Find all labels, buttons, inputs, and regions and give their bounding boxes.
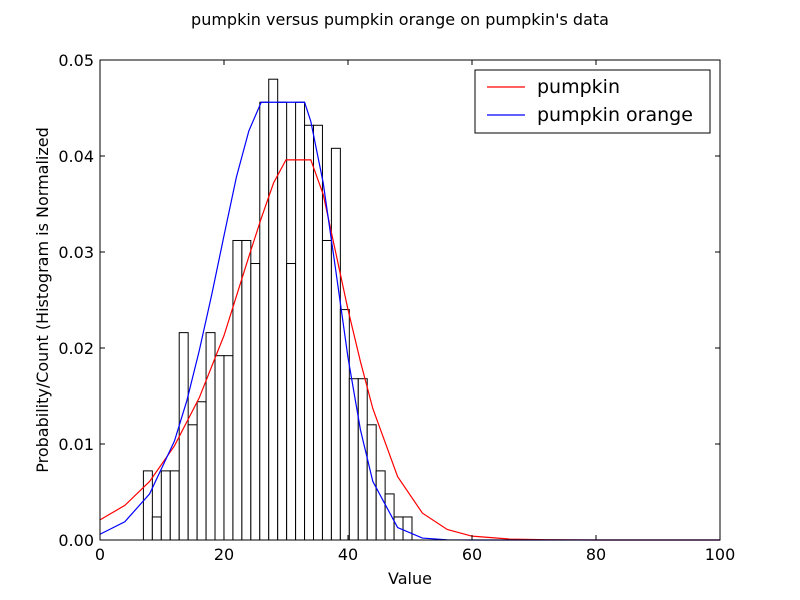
x-tick-label: 60: [462, 545, 482, 564]
y-tick-label: 0.02: [58, 339, 94, 358]
y-tick-label: 0.00: [58, 531, 94, 550]
x-tick-label: 80: [586, 545, 606, 564]
histogram-bar: [339, 309, 350, 541]
histogram-bar: [259, 101, 270, 541]
y-tick-label: 0.01: [58, 435, 94, 454]
histogram-bar: [160, 470, 171, 541]
histogram-bar: [286, 263, 297, 541]
histogram-bar: [142, 470, 153, 541]
histogram-bar: [348, 378, 359, 541]
y-tick-label: 0.05: [58, 51, 94, 70]
y-axis-ticks: 0.00 0.01 0.02 0.03 0.04 0.05: [58, 51, 720, 550]
histogram-bar: [268, 78, 279, 541]
histogram-bar: [357, 378, 368, 541]
legend-label-pumpkin: pumpkin: [537, 76, 620, 98]
chart-title: pumpkin versus pumpkin orange on pumpkin…: [191, 10, 609, 29]
x-tick-label: 0: [95, 545, 105, 564]
x-axis-ticks: 0 20 40 60 80 100: [95, 60, 735, 564]
histogram-bar: [321, 239, 332, 541]
histogram-bar: [151, 516, 162, 541]
x-tick-label: 20: [214, 545, 234, 564]
y-axis-label: Probability/Count (Histogram is Normaliz…: [33, 127, 52, 473]
histogram-bar: [187, 424, 198, 541]
y-tick-label: 0.04: [58, 147, 94, 166]
histogram-bar: [205, 332, 216, 541]
histogram-bar: [241, 239, 252, 541]
histogram-bar: [178, 332, 189, 541]
histogram-bar: [375, 470, 386, 541]
histogram-bar: [295, 101, 306, 541]
histogram-bar: [384, 493, 395, 541]
x-axis-label: Value: [388, 569, 432, 588]
histogram-bar: [304, 124, 315, 541]
x-tick-label: 40: [338, 545, 358, 564]
histogram-bar: [169, 470, 180, 541]
plot-area-frame: [99, 59, 721, 541]
histogram-bar: [214, 355, 225, 541]
x-tick-label: 100: [705, 545, 736, 564]
y-tick-label: 0.03: [58, 243, 94, 262]
histogram-bar: [223, 355, 234, 541]
legend-frame: [474, 69, 711, 134]
legend-label-pumpkin-orange: pumpkin orange: [537, 104, 693, 126]
histogram-bar: [196, 401, 207, 541]
legend: pumpkin pumpkin orange: [474, 69, 711, 134]
histogram-bar: [232, 239, 243, 541]
histogram-bar: [366, 424, 377, 541]
histogram-bar: [402, 516, 413, 541]
histogram-bar: [330, 147, 341, 541]
histogram-bar: [250, 263, 261, 541]
